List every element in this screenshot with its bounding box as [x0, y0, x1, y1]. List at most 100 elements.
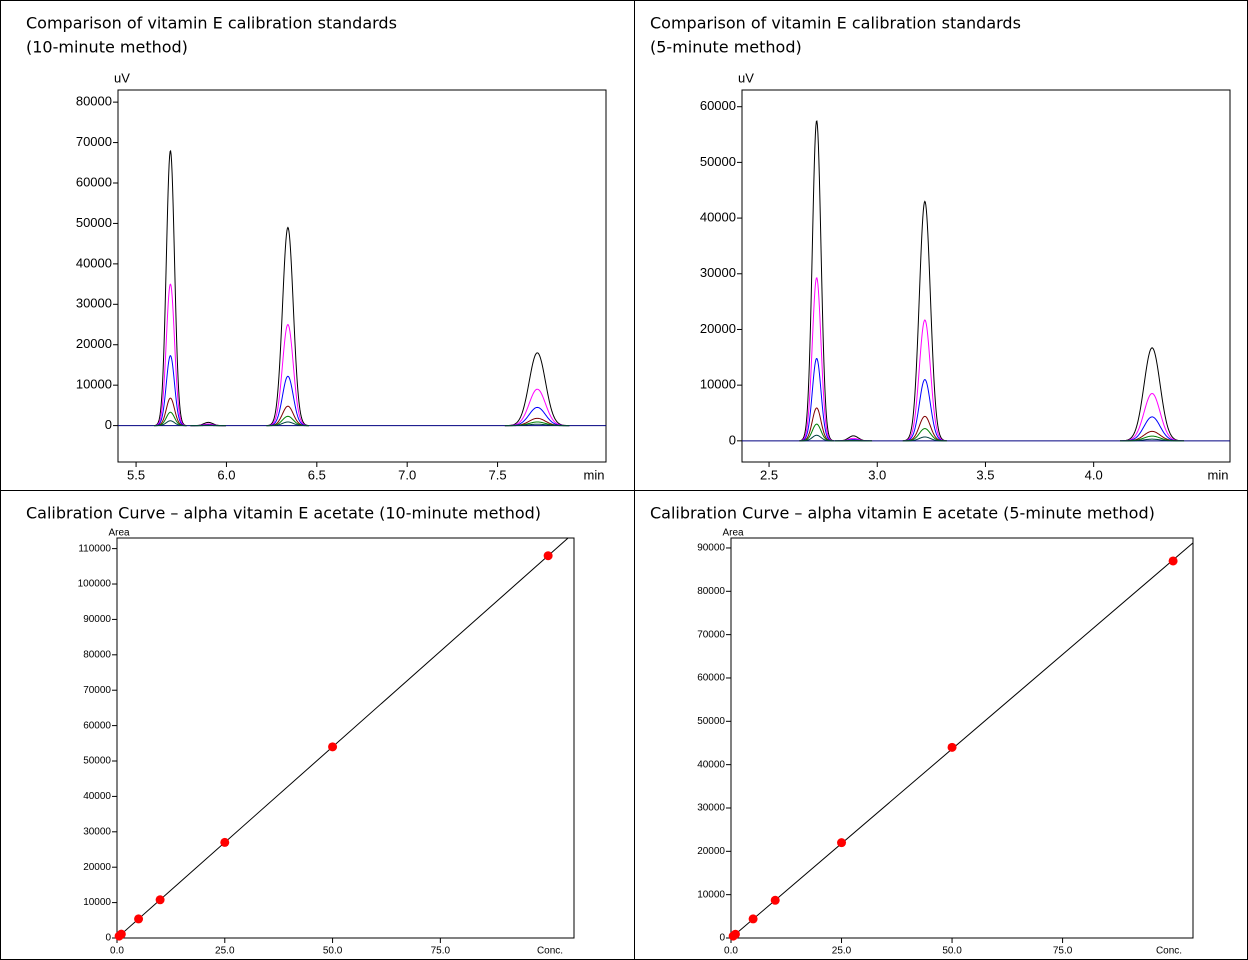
peak: [1120, 392, 1185, 442]
y-tick-label: 60000: [697, 673, 725, 684]
peak: [799, 434, 834, 442]
data-point: [947, 742, 957, 752]
y-tick-label: 30000: [83, 826, 111, 837]
y-tick-label: 30000: [700, 265, 736, 280]
y-tick-label: 0: [105, 933, 111, 944]
peak: [902, 200, 947, 442]
x-tick-label: 25.0: [215, 946, 235, 957]
y-tick-label: 0: [729, 432, 736, 447]
y-tick-label: 80000: [76, 94, 112, 109]
peak: [902, 436, 947, 442]
x-tick-label: 75.0: [431, 946, 451, 957]
y-tick-label: 60000: [700, 98, 736, 113]
plot-frame: [741, 89, 1231, 463]
y-tick-label: 60000: [76, 174, 112, 189]
y-tick-label: 110000: [78, 543, 111, 554]
y-tick-label: 70000: [697, 629, 725, 640]
x-axis-label: Conc.: [1156, 946, 1182, 957]
y-tick-label: 0: [105, 417, 112, 432]
x-tick-label: 50.0: [323, 946, 343, 957]
data-point: [155, 895, 165, 905]
x-tick-label: 3.5: [976, 467, 994, 482]
peak: [1120, 347, 1185, 442]
peak: [266, 421, 309, 427]
y-tick-label: 40000: [76, 255, 112, 270]
data-point: [837, 838, 847, 848]
peak: [266, 323, 309, 427]
y-axis-label: Area: [108, 528, 130, 539]
peak: [799, 120, 834, 442]
x-tick-label: 50.0: [942, 946, 962, 957]
y-tick-label: 60000: [83, 720, 111, 731]
x-tick-label: 25.0: [832, 946, 852, 957]
peak: [504, 423, 570, 427]
y-tick-label: 50000: [700, 154, 736, 169]
data-point: [543, 551, 553, 561]
y-axis-label: uV: [738, 70, 754, 85]
y-tick-label: 80000: [697, 586, 725, 597]
x-axis-label: Conc.: [537, 946, 563, 957]
y-axis-label: Area: [722, 528, 744, 539]
peak: [266, 375, 309, 427]
y-tick-label: 20000: [700, 321, 736, 336]
chart-title: Calibration Curve – alpha vitamin E acet…: [650, 504, 1155, 523]
x-tick-label: 6.0: [217, 467, 235, 482]
data-point: [134, 914, 144, 924]
peak: [902, 379, 947, 442]
y-tick-label: 90000: [83, 614, 111, 625]
trend-line: [730, 542, 1194, 939]
y-tick-label: 0: [719, 933, 725, 944]
peak: [504, 406, 570, 427]
data-point: [116, 929, 126, 939]
chart-title: Calibration Curve – alpha vitamin E acet…: [26, 504, 541, 523]
x-axis-label: min: [584, 467, 605, 482]
y-tick-label: 10000: [697, 889, 725, 900]
y-tick-label: 70000: [83, 685, 111, 696]
y-tick-label: 40000: [700, 210, 736, 225]
x-tick-label: 7.5: [489, 467, 507, 482]
data-point: [748, 914, 758, 924]
x-tick-label: 6.5: [308, 467, 326, 482]
x-tick-label: 2.5: [760, 467, 778, 482]
y-tick-label: 50000: [697, 716, 725, 727]
y-tick-label: 10000: [83, 897, 111, 908]
peak: [902, 319, 947, 442]
y-tick-label: 30000: [76, 296, 112, 311]
chart-title: Comparison of vitamin E calibration stan…: [650, 14, 1021, 33]
peak: [154, 283, 187, 427]
x-tick-label: 0.0: [724, 946, 738, 957]
data-point: [730, 929, 740, 939]
data-point: [1168, 556, 1178, 566]
data-point: [770, 895, 780, 905]
chart-subtitle: (5-minute method): [650, 38, 802, 57]
y-tick-label: 10000: [700, 377, 736, 392]
peak: [154, 355, 187, 427]
x-tick-label: 4.0: [1085, 467, 1103, 482]
x-tick-label: 75.0: [1053, 946, 1073, 957]
data-point: [220, 837, 230, 847]
peak: [504, 388, 570, 427]
y-tick-label: 40000: [697, 759, 725, 770]
y-axis-label: uV: [114, 70, 130, 85]
plot-frame: [117, 89, 607, 463]
peak: [154, 149, 187, 427]
y-tick-label: 100000: [78, 579, 112, 590]
y-tick-label: 10000: [76, 377, 112, 392]
peak: [799, 357, 834, 442]
plot-frame: [730, 537, 1194, 939]
y-tick-label: 80000: [83, 649, 111, 660]
y-tick-label: 70000: [76, 134, 112, 149]
peak: [266, 226, 309, 427]
x-tick-label: 5.5: [127, 467, 145, 482]
peak: [154, 420, 187, 427]
y-tick-label: 50000: [83, 756, 111, 767]
peak: [1120, 438, 1185, 442]
data-point: [328, 742, 338, 752]
y-tick-label: 30000: [697, 803, 725, 814]
x-axis-label: min: [1208, 467, 1229, 482]
peak: [1120, 416, 1185, 442]
x-tick-label: 3.0: [868, 467, 886, 482]
x-tick-label: 7.0: [398, 467, 416, 482]
trend-line: [116, 537, 569, 939]
